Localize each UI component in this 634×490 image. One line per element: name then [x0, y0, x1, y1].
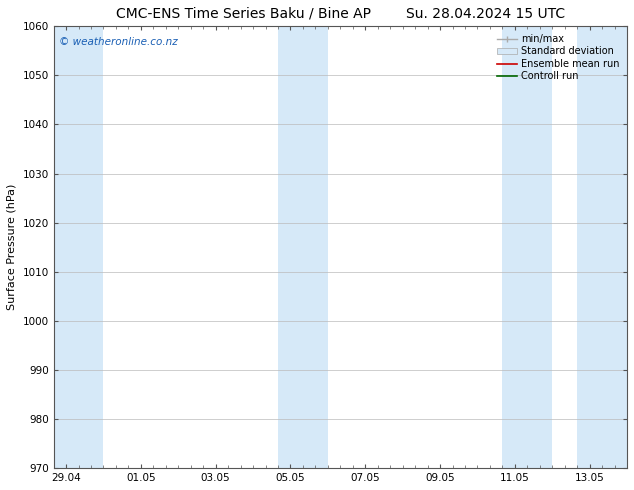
- Text: © weatheronline.co.nz: © weatheronline.co.nz: [60, 37, 178, 48]
- Bar: [502, 26, 552, 468]
- Bar: [577, 26, 627, 468]
- Bar: [278, 26, 328, 468]
- Title: CMC-ENS Time Series Baku / Bine AP        Su. 28.04.2024 15 UTC: CMC-ENS Time Series Baku / Bine AP Su. 2…: [116, 7, 565, 21]
- Bar: [54, 26, 103, 468]
- Y-axis label: Surface Pressure (hPa): Surface Pressure (hPa): [7, 184, 17, 311]
- Legend: min/max, Standard deviation, Ensemble mean run, Controll run: min/max, Standard deviation, Ensemble me…: [495, 31, 622, 84]
